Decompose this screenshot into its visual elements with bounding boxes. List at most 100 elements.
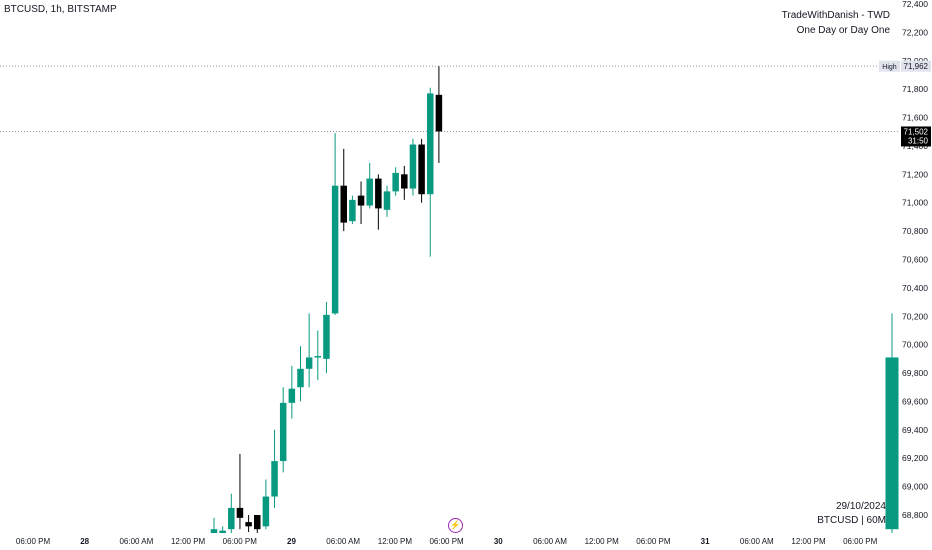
candle-body xyxy=(383,191,391,210)
price-axis: 72,40072,20072,00071,80071,60071,40071,2… xyxy=(902,0,928,520)
candle-body xyxy=(366,178,373,206)
date-note: 29/10/2024 BTCUSD | 60M xyxy=(817,500,886,528)
x-tick-label: 31 xyxy=(701,537,710,546)
candle-body xyxy=(427,93,434,195)
time-axis: 06:00 PM 28 06:00 AM 12:00 PM 06:00 PM 29 06:0… xyxy=(16,537,878,546)
x-tick-label: 06:00 PM xyxy=(16,537,51,546)
candle-body xyxy=(323,314,330,359)
y-tick-label: 70,800 xyxy=(902,226,928,236)
candle-body xyxy=(314,356,322,358)
candle-body xyxy=(435,94,443,132)
candle xyxy=(254,515,261,533)
candle-series xyxy=(210,66,899,533)
candle xyxy=(340,148,347,232)
candle-body xyxy=(392,172,399,192)
candle-body xyxy=(409,144,417,189)
x-tick-label: 29 xyxy=(287,537,296,546)
candle xyxy=(297,346,304,402)
candle xyxy=(314,330,322,381)
x-tick-label: 12:00 PM xyxy=(171,537,206,546)
lightning-icon[interactable]: ⚡ xyxy=(448,518,463,533)
y-tick-label: 68,800 xyxy=(902,510,928,520)
date-symbol-label: BTCUSD | 60M xyxy=(817,515,886,526)
countdown-label: 31:50 xyxy=(908,136,929,145)
x-tick-label: 12:00 PM xyxy=(585,537,620,546)
y-tick-label: 71,800 xyxy=(902,84,928,94)
y-tick-label: 70,600 xyxy=(902,255,928,265)
x-tick-label: 12:00 PM xyxy=(378,537,413,546)
candle-body xyxy=(245,522,252,527)
y-tick-label: 69,600 xyxy=(902,396,928,406)
candle-body xyxy=(340,185,347,223)
y-tick-label: 72,200 xyxy=(902,27,928,37)
candle xyxy=(357,181,365,225)
reference-lines xyxy=(0,65,900,132)
candle xyxy=(366,162,373,209)
x-tick-label: 06:00 AM xyxy=(740,537,774,546)
last-price-box xyxy=(901,126,931,147)
candle xyxy=(210,517,218,533)
x-tick-label: 06:00 AM xyxy=(326,537,360,546)
candle xyxy=(435,66,443,163)
candle xyxy=(401,165,408,200)
x-tick-label: 06:00 PM xyxy=(843,537,878,546)
y-tick-label: 72,400 xyxy=(902,0,928,9)
x-tick-label: 12:00 PM xyxy=(791,537,826,546)
candle xyxy=(409,138,417,196)
candle xyxy=(236,453,244,530)
y-tick-label: 70,000 xyxy=(902,340,928,350)
candle xyxy=(331,133,339,315)
candle-body xyxy=(885,357,899,530)
y-tick-label: 69,000 xyxy=(902,482,928,492)
high-value-label: 71,962 xyxy=(904,62,929,71)
x-tick-label: 06:00 AM xyxy=(533,537,567,546)
y-tick-label: 69,400 xyxy=(902,425,928,435)
candle xyxy=(305,313,313,388)
candle xyxy=(245,515,252,533)
candle xyxy=(262,479,270,530)
candle-body xyxy=(210,529,218,533)
high-tag-label: High xyxy=(882,64,897,71)
x-tick-label: 30 xyxy=(494,537,503,546)
candle xyxy=(392,167,399,196)
y-tick-label: 70,400 xyxy=(902,283,928,293)
candle xyxy=(885,313,899,533)
candle xyxy=(427,87,434,257)
watermark: TradeWithDanish - TWD One Day or Day One xyxy=(782,8,890,38)
date-text: 29/10/2024 xyxy=(835,501,886,512)
y-tick-label: 70,200 xyxy=(902,311,928,321)
x-tick-label: 06:00 AM xyxy=(119,537,153,546)
candle-body xyxy=(401,174,408,189)
candle-body xyxy=(288,388,296,403)
x-tick-label: 28 xyxy=(80,537,89,546)
candle xyxy=(288,365,296,419)
candle xyxy=(375,174,382,230)
last-price-label: 71,502 xyxy=(904,127,929,136)
x-tick-label: 06:00 PM xyxy=(223,537,258,546)
candle xyxy=(219,526,226,533)
high-tag-box xyxy=(879,60,900,72)
candle xyxy=(271,429,278,508)
y-tick-label: 71,000 xyxy=(902,198,928,208)
x-tick-label: 06:00 PM xyxy=(636,537,671,546)
y-tick-label: 71,200 xyxy=(902,169,928,179)
candle-body xyxy=(357,195,365,206)
y-tick-label: 71,600 xyxy=(902,113,928,123)
candle-body xyxy=(236,507,244,518)
candle xyxy=(228,493,235,533)
candle-body xyxy=(305,357,313,369)
candle-body xyxy=(254,515,261,530)
candle-body xyxy=(279,402,287,462)
candle xyxy=(323,302,330,374)
candle-body xyxy=(219,530,226,533)
symbol-title: BTCUSD, 1h, BITSTAMP xyxy=(4,4,117,15)
high-value-box xyxy=(901,60,931,72)
candle xyxy=(279,387,287,473)
candle xyxy=(349,195,356,225)
candle-body xyxy=(418,144,425,195)
candle-body xyxy=(228,507,235,530)
watermark-line-1: TradeWithDanish - TWD xyxy=(781,10,890,21)
y-tick-label: 69,800 xyxy=(902,368,928,378)
